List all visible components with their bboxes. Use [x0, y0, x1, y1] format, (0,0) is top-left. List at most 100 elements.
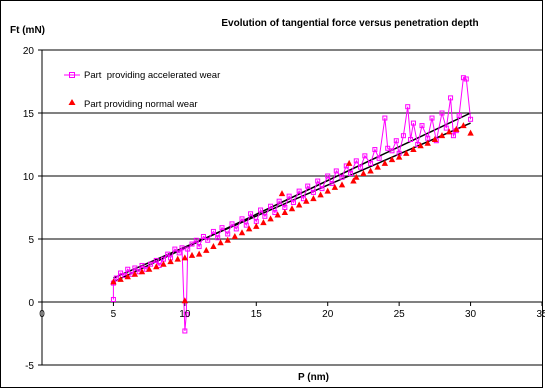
data-point	[424, 139, 431, 146]
data-point	[450, 133, 456, 139]
data-point	[319, 186, 325, 192]
data-point	[317, 191, 324, 198]
data-point	[295, 201, 303, 208]
data-point	[448, 95, 454, 101]
data-point	[333, 168, 339, 174]
data-point	[382, 115, 388, 121]
data-point	[148, 261, 154, 267]
data-point	[188, 251, 196, 258]
data-point	[395, 153, 403, 160]
y-tick-label: -5	[25, 361, 34, 372]
data-point	[429, 115, 435, 121]
data-point	[288, 205, 296, 212]
data-point	[165, 251, 171, 257]
data-point	[274, 211, 281, 218]
data-point	[139, 262, 145, 268]
data-point	[118, 270, 124, 276]
series-group	[110, 75, 474, 334]
data-point	[460, 122, 467, 129]
data-point	[245, 225, 253, 232]
data-point	[110, 296, 116, 302]
x-tick-label: 35	[536, 309, 545, 320]
y-tick-label: 20	[23, 46, 35, 57]
data-point	[153, 263, 160, 270]
data-point	[225, 231, 231, 237]
data-point	[286, 193, 292, 199]
data-point	[217, 239, 224, 246]
x-tick-label: 5	[111, 309, 117, 320]
legend-marker-normal	[68, 99, 76, 105]
data-point	[176, 250, 182, 256]
data-point	[290, 199, 296, 205]
data-point	[182, 328, 188, 334]
data-point	[253, 222, 260, 229]
data-point	[125, 266, 131, 272]
x-tick-label: 25	[394, 309, 406, 320]
data-point	[210, 228, 216, 234]
data-point	[138, 268, 146, 275]
data-point	[410, 120, 416, 126]
data-point	[229, 221, 235, 227]
data-point	[174, 255, 181, 262]
data-point	[431, 135, 439, 142]
legend: Part providing accelerated wear Part pro…	[64, 70, 220, 110]
data-point	[331, 183, 339, 190]
data-point	[358, 164, 364, 170]
data-point	[315, 178, 321, 184]
gridlines	[42, 49, 542, 366]
x-tick-label: 10	[179, 309, 191, 320]
axes	[38, 49, 543, 366]
data-point	[385, 145, 391, 151]
data-point	[210, 243, 217, 250]
data-point	[353, 173, 360, 180]
data-point	[272, 210, 278, 216]
x-axis-label: P (nm)	[298, 372, 329, 383]
data-point	[205, 237, 211, 243]
data-point	[231, 232, 239, 239]
data-point	[181, 297, 189, 304]
data-point	[239, 216, 245, 222]
data-point	[248, 211, 254, 217]
data-point	[453, 125, 460, 132]
data-point	[467, 129, 474, 136]
x-tick-label: 0	[39, 309, 45, 320]
x-tick-label: 15	[251, 309, 263, 320]
data-point	[438, 132, 446, 139]
data-point	[224, 236, 231, 243]
data-point	[400, 133, 406, 139]
y-tick-label: 0	[28, 298, 34, 309]
data-point	[360, 169, 367, 176]
data-point	[124, 273, 131, 280]
data-point	[350, 177, 357, 184]
data-point	[268, 203, 274, 209]
data-point	[443, 125, 449, 131]
data-point	[325, 173, 331, 179]
data-point	[172, 246, 178, 252]
data-point	[310, 189, 316, 195]
data-point	[339, 174, 345, 180]
data-point	[329, 181, 335, 187]
data-point	[167, 258, 174, 265]
data-point	[417, 142, 424, 149]
data-point	[338, 181, 346, 188]
data-point	[215, 235, 221, 241]
data-point	[405, 104, 411, 110]
tick-labels: -5 0 5 10 15 20 0 5 10 15 20 25 30 35	[23, 46, 545, 372]
data-point	[468, 116, 474, 122]
data-point	[267, 215, 274, 222]
data-point	[185, 246, 191, 252]
data-point	[343, 163, 349, 169]
data-point	[324, 187, 331, 194]
data-point	[179, 245, 185, 251]
data-point	[160, 260, 167, 267]
data-point	[367, 167, 374, 174]
data-point	[305, 183, 311, 189]
data-point	[368, 160, 374, 166]
data-point	[389, 148, 395, 154]
data-point	[296, 188, 302, 194]
data-point	[456, 113, 462, 119]
data-point	[439, 110, 445, 116]
x-tick-label: 30	[465, 309, 477, 320]
data-point	[219, 225, 225, 231]
